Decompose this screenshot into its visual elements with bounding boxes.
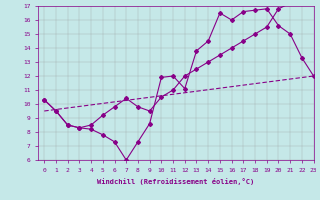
X-axis label: Windchill (Refroidissement éolien,°C): Windchill (Refroidissement éolien,°C)	[97, 178, 255, 185]
